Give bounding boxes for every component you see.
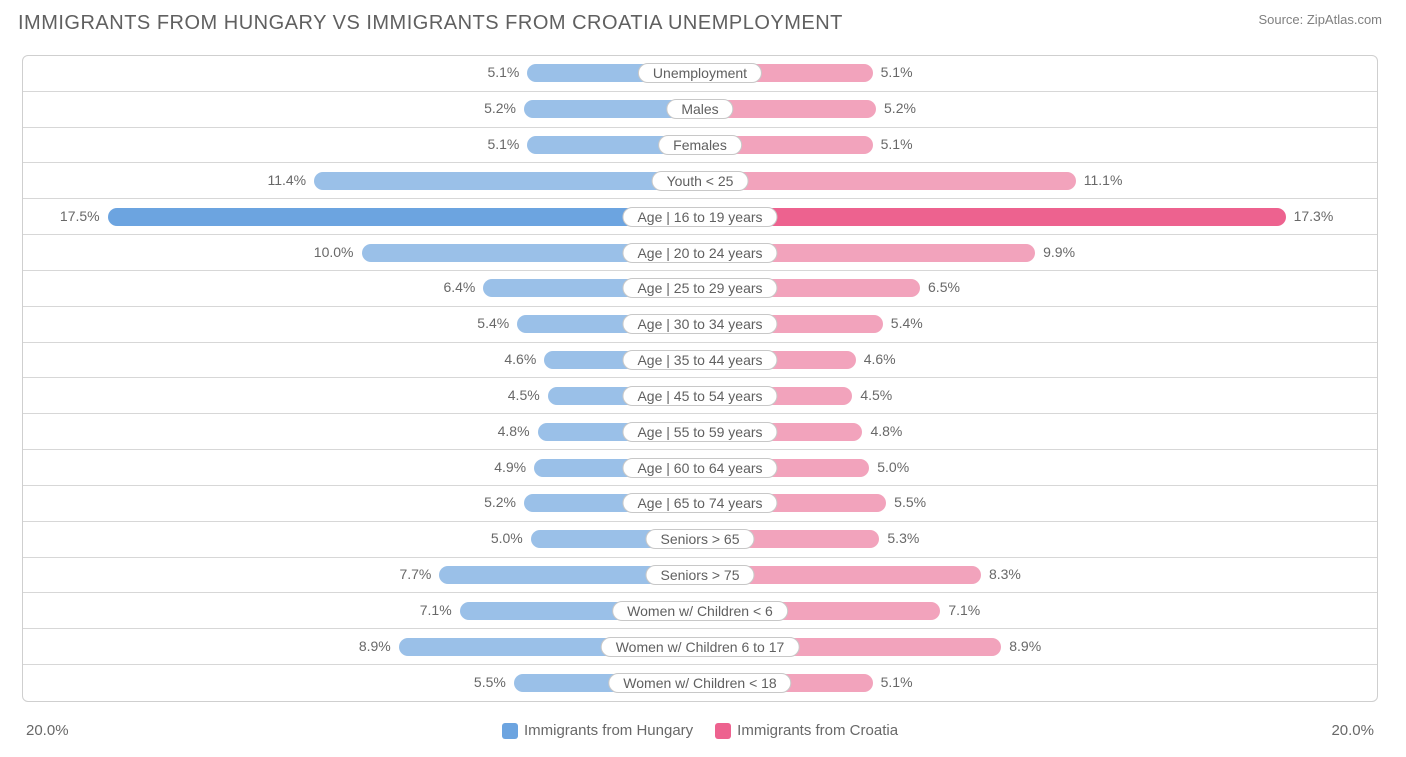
header: IMMIGRANTS FROM HUNGARY VS IMMIGRANTS FR… <box>0 0 1406 41</box>
value-label-croatia: 17.3% <box>1294 208 1334 224</box>
source-attribution: Source: ZipAtlas.com <box>1258 12 1382 27</box>
category-label: Males <box>666 99 733 119</box>
value-label-croatia: 5.4% <box>891 315 923 331</box>
category-label: Seniors > 75 <box>646 565 755 585</box>
legend: Immigrants from Hungary Immigrants from … <box>502 722 898 739</box>
category-label: Women w/ Children < 18 <box>608 673 791 693</box>
value-label-hungary: 6.4% <box>443 279 475 295</box>
legend-label-hungary: Immigrants from Hungary <box>524 722 693 739</box>
value-label-hungary: 5.2% <box>484 100 516 116</box>
chart-row: 7.7% 8.3% Seniors > 75 <box>23 558 1377 594</box>
value-label-croatia: 5.0% <box>877 459 909 475</box>
category-label: Unemployment <box>638 63 762 83</box>
value-label-croatia: 11.1% <box>1084 172 1123 188</box>
category-label: Age | 30 to 34 years <box>622 314 777 334</box>
category-label: Women w/ Children < 6 <box>612 601 788 621</box>
legend-swatch-croatia <box>715 723 731 739</box>
value-label-croatia: 7.1% <box>948 602 980 618</box>
value-label-hungary: 4.5% <box>508 387 540 403</box>
value-label-croatia: 4.8% <box>870 423 902 439</box>
legend-label-croatia: Immigrants from Croatia <box>737 722 898 739</box>
value-label-croatia: 4.6% <box>864 351 896 367</box>
value-label-hungary: 4.9% <box>494 459 526 475</box>
value-label-croatia: 4.5% <box>860 387 892 403</box>
chart-row: 17.5%17.3%Age | 16 to 19 years <box>23 199 1377 235</box>
value-label-croatia: 5.5% <box>894 494 926 510</box>
x-axis-left-max: 20.0% <box>26 722 69 739</box>
value-label-hungary: 10.0% <box>314 244 354 260</box>
value-label-hungary: 5.0% <box>491 530 523 546</box>
chart-row: 4.8% 4.8% Age | 55 to 59 years <box>23 414 1377 450</box>
category-label: Age | 20 to 24 years <box>622 243 777 263</box>
chart-row: 4.5% 4.5% Age | 45 to 54 years <box>23 378 1377 414</box>
value-label-croatia: 8.3% <box>989 566 1021 582</box>
chart-row: 5.4% 5.4% Age | 30 to 34 years <box>23 307 1377 343</box>
chart-row: 11.4%11.1%Youth < 25 <box>23 163 1377 199</box>
legend-item-hungary: Immigrants from Hungary <box>502 722 693 739</box>
value-label-hungary: 17.5% <box>60 208 100 224</box>
value-label-croatia: 5.1% <box>881 136 913 152</box>
category-label: Age | 16 to 19 years <box>622 207 777 227</box>
chart-row: 5.1% 5.1% Females <box>23 128 1377 164</box>
category-label: Age | 65 to 74 years <box>622 493 777 513</box>
value-label-croatia: 8.9% <box>1009 638 1041 654</box>
chart-row: 6.4% 6.5% Age | 25 to 29 years <box>23 271 1377 307</box>
chart-row: 5.1% 5.1% Unemployment <box>23 56 1377 92</box>
value-label-croatia: 6.5% <box>928 279 960 295</box>
chart-row: 5.5% 5.1% Women w/ Children < 18 <box>23 665 1377 701</box>
value-label-croatia: 5.1% <box>881 64 913 80</box>
value-label-hungary: 5.2% <box>484 494 516 510</box>
category-label: Age | 35 to 44 years <box>622 350 777 370</box>
category-label: Females <box>658 135 742 155</box>
bar-hungary: 11.4% <box>314 172 700 190</box>
bar-hungary: 17.5% <box>108 208 700 226</box>
chart-title: IMMIGRANTS FROM HUNGARY VS IMMIGRANTS FR… <box>18 12 843 35</box>
chart-plot-area: 5.1%5.1%Unemployment5.2%5.2%Males5.1%5.1… <box>22 55 1378 702</box>
value-label-hungary: 11.4% <box>267 172 306 188</box>
value-label-hungary: 7.7% <box>399 566 431 582</box>
legend-item-croatia: Immigrants from Croatia <box>715 722 898 739</box>
value-label-hungary: 5.1% <box>487 136 519 152</box>
category-label: Women w/ Children 6 to 17 <box>601 637 800 657</box>
chart-row: 5.2% 5.5% Age | 65 to 74 years <box>23 486 1377 522</box>
category-label: Age | 25 to 29 years <box>622 278 777 298</box>
chart-row: 5.2% 5.2% Males <box>23 92 1377 128</box>
value-label-croatia: 9.9% <box>1043 244 1075 260</box>
chart-row: 5.0% 5.3% Seniors > 65 <box>23 522 1377 558</box>
chart-row: 4.6% 4.6% Age | 35 to 44 years <box>23 343 1377 379</box>
category-label: Age | 60 to 64 years <box>622 458 777 478</box>
value-label-hungary: 4.6% <box>504 351 536 367</box>
value-label-croatia: 5.2% <box>884 100 916 116</box>
value-label-hungary: 4.8% <box>498 423 530 439</box>
value-label-croatia: 5.3% <box>887 530 919 546</box>
bar-croatia: 17.3% <box>700 208 1286 226</box>
value-label-hungary: 5.4% <box>477 315 509 331</box>
chart-row: 7.1% 7.1% Women w/ Children < 6 <box>23 593 1377 629</box>
x-axis-right-max: 20.0% <box>1331 722 1374 739</box>
chart-row: 4.9% 5.0% Age | 60 to 64 years <box>23 450 1377 486</box>
chart-row: 10.0% 9.9% Age | 20 to 24 years <box>23 235 1377 271</box>
legend-swatch-hungary <box>502 723 518 739</box>
value-label-hungary: 7.1% <box>420 602 452 618</box>
chart-row: 8.9% 8.9% Women w/ Children 6 to 17 <box>23 629 1377 665</box>
value-label-croatia: 5.1% <box>881 674 913 690</box>
value-label-hungary: 5.5% <box>474 674 506 690</box>
category-label: Age | 55 to 59 years <box>622 422 777 442</box>
category-label: Seniors > 65 <box>646 529 755 549</box>
value-label-hungary: 8.9% <box>359 638 391 654</box>
value-label-hungary: 5.1% <box>487 64 519 80</box>
bar-croatia: 11.1% <box>700 172 1076 190</box>
category-label: Age | 45 to 54 years <box>622 386 777 406</box>
chart-footer: 20.0% Immigrants from Hungary Immigrants… <box>22 722 1378 739</box>
category-label: Youth < 25 <box>652 171 749 191</box>
